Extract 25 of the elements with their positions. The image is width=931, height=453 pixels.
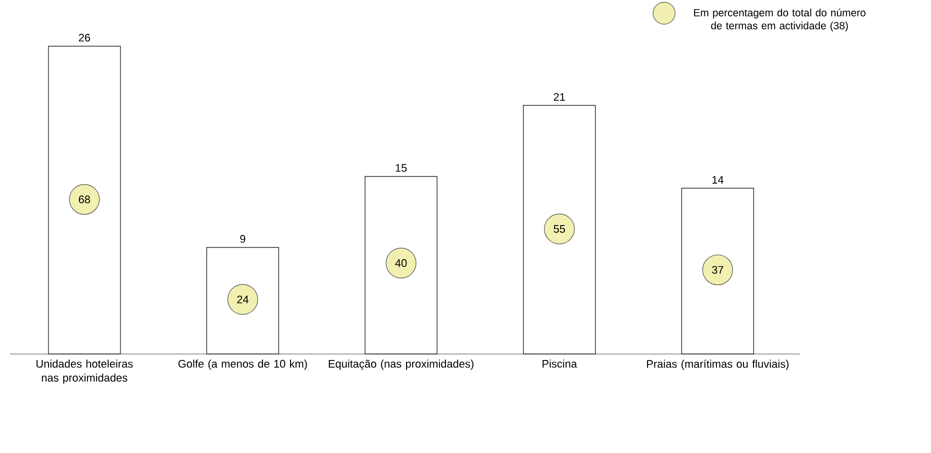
point [69, 184, 100, 215]
data-label: 24 [237, 296, 248, 304]
data-label: 68 [78, 196, 90, 204]
bar [523, 105, 596, 354]
data-label: 55 [554, 225, 565, 233]
data-label: 15 [396, 164, 407, 172]
point [386, 248, 416, 278]
bar [364, 176, 438, 354]
bar [681, 188, 754, 354]
data-label: 40 [395, 259, 407, 267]
x-tick-label: Piscina [542, 360, 578, 368]
x-tick-label: Unidades hoteleiras nas proximidades [36, 360, 133, 384]
bar [206, 247, 280, 354]
data-label: 26 [78, 34, 90, 42]
x-tick-label: Golfe (a menos de 10 km) [178, 360, 307, 370]
point [702, 254, 733, 286]
data-label: 14 [712, 176, 724, 184]
x-tick-label: Equitação (nas proximidades) [328, 360, 474, 370]
legend-label: Em percentagem do total do número de termas em actividade (38) [694, 8, 866, 32]
data-label: 9 [240, 235, 246, 243]
x-tick-label: Praias (marítimas ou fluviais) [647, 360, 789, 370]
bar [48, 46, 121, 354]
point [544, 214, 575, 244]
data-label: 21 [554, 93, 565, 101]
data-label: 37 [712, 266, 724, 274]
